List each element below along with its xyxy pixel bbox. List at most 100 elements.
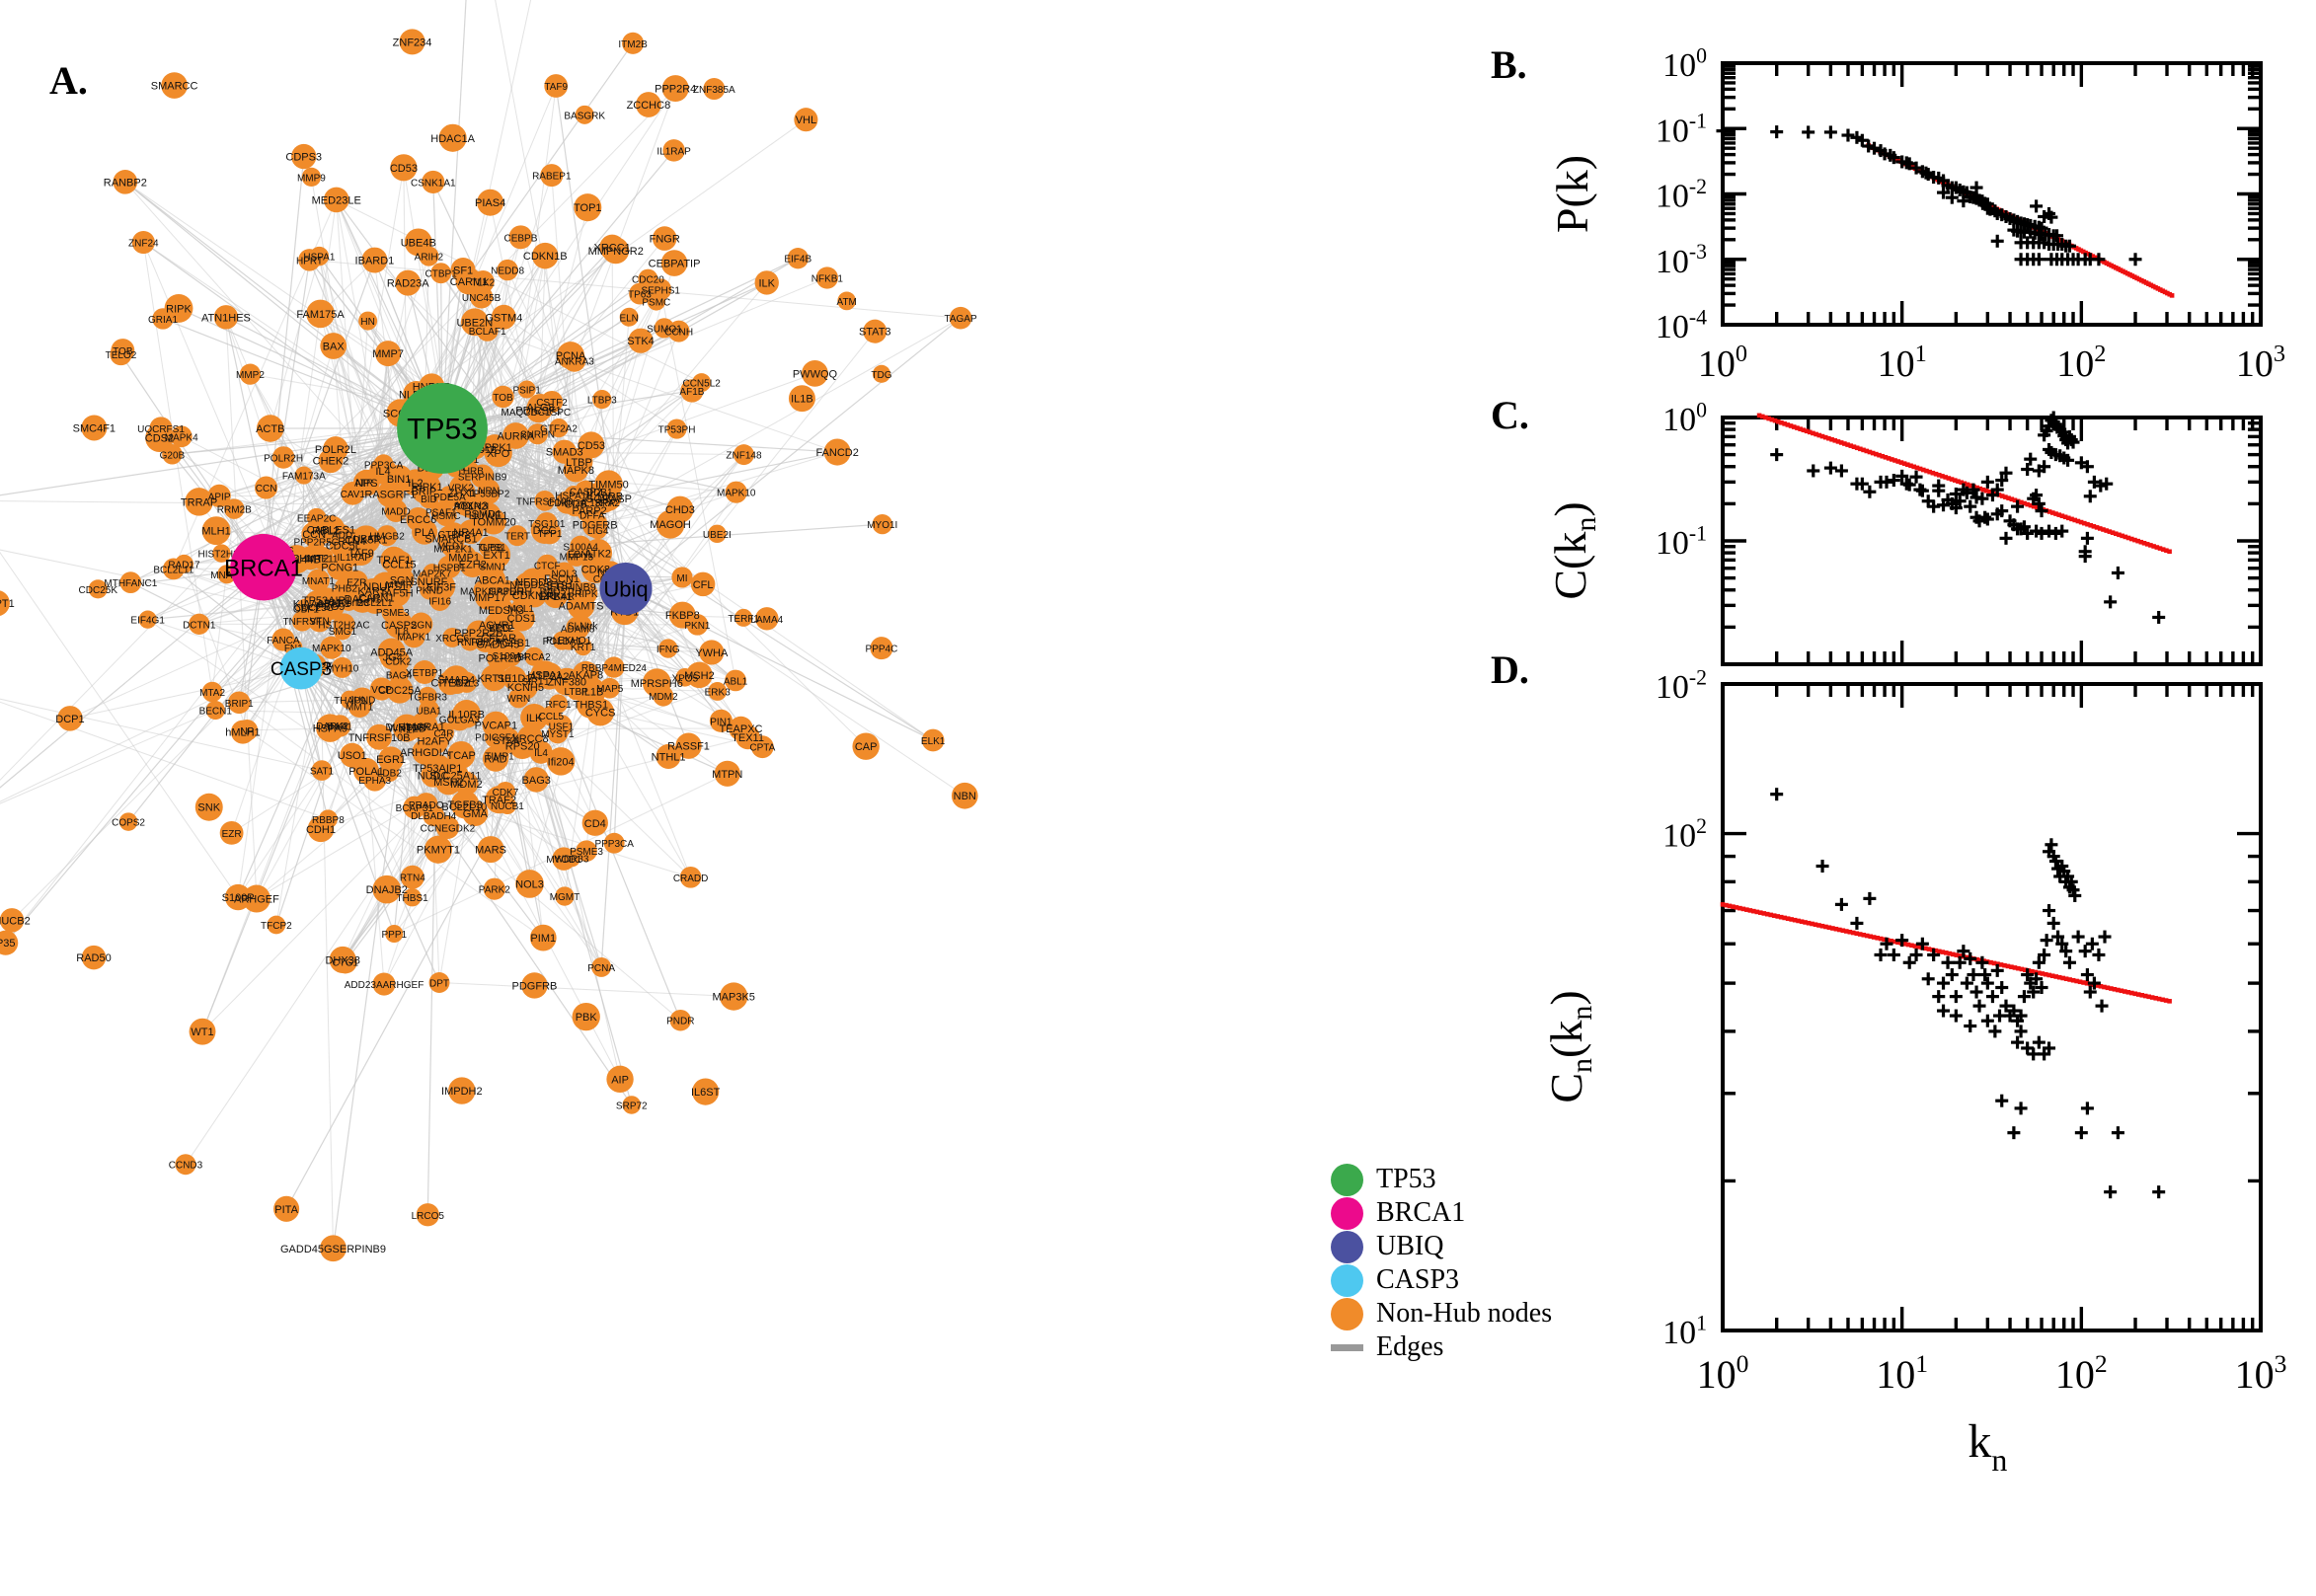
node-label: RTN4 bbox=[400, 874, 425, 884]
node-label: NR4A1 bbox=[453, 527, 488, 539]
axis-tick-label: 103 bbox=[2235, 1349, 2287, 1397]
node-label: IL8 bbox=[395, 626, 409, 637]
node-label: PPP2R4 bbox=[655, 84, 696, 96]
node-label: RASSF1 bbox=[667, 741, 710, 753]
node-label: TRRAP bbox=[181, 496, 217, 508]
node-label: ACTB bbox=[256, 423, 284, 435]
network-graph: ARL3TAF9GMAALG8MAGOHCCT4ADHX38TP53AIP1RN… bbox=[0, 0, 1461, 1591]
node-label: PKMYT1 bbox=[417, 845, 460, 857]
node-label: JUND bbox=[349, 695, 376, 706]
axis-tick-label: 102 bbox=[1662, 814, 1707, 855]
node-label: CDKN1B bbox=[523, 251, 568, 263]
node-label: POLA1 bbox=[348, 766, 383, 778]
node-label: GSPT1 bbox=[0, 598, 15, 610]
axis-tick-label: 103 bbox=[2236, 341, 2285, 385]
node-label: RANBP2 bbox=[104, 177, 147, 189]
axis-tick-label: 100 bbox=[1662, 43, 1707, 84]
node-label: ZHX1 bbox=[448, 488, 476, 499]
hub-label-tp53: TP53 bbox=[407, 414, 478, 446]
node-label: FNGR bbox=[650, 234, 680, 246]
node-label: MMP9 bbox=[297, 173, 326, 184]
axis-tick-label: 102 bbox=[2056, 341, 2106, 385]
node-label: TERF1 bbox=[728, 614, 759, 625]
node-label: MARS bbox=[475, 845, 506, 857]
node-label: AURKA bbox=[497, 430, 535, 442]
hub-label-casp3: CASP3 bbox=[270, 659, 332, 680]
node-label: MED1 bbox=[437, 541, 465, 552]
plot-frame bbox=[1723, 63, 2261, 325]
node-label: TAGAP bbox=[944, 314, 976, 325]
node-label: TDG bbox=[871, 370, 891, 381]
node-label: MI bbox=[676, 573, 687, 584]
panel-c-ylabel: C(kn) bbox=[1545, 501, 1602, 599]
node-label: RAD50 bbox=[76, 952, 111, 964]
node-label: TRAF1 bbox=[376, 555, 411, 567]
legend-row: BRCA1 bbox=[1331, 1196, 1479, 1230]
node-label: SNK bbox=[197, 802, 220, 814]
node-label: PRADO bbox=[409, 800, 444, 811]
node-label: MMPNGR2 bbox=[588, 246, 644, 258]
node-label: PDGFRB bbox=[511, 980, 557, 992]
legend-label: CASP3 bbox=[1376, 1264, 1459, 1296]
node-label: CSNK1A1 bbox=[411, 178, 456, 189]
node-label: PIN1 bbox=[710, 717, 733, 727]
node-label: ERCC6 bbox=[400, 514, 436, 526]
node-label: ABCA1 bbox=[475, 575, 510, 587]
axis-tick-label: 10-3 bbox=[1656, 240, 1707, 280]
node-label: XPO5 bbox=[671, 673, 698, 684]
node-label: SIRT1 bbox=[521, 677, 550, 688]
node-label: TCAP bbox=[446, 750, 475, 762]
network-panel: A. ARL3TAF9GMAALG8MAGOHCCT4ADHX38TP53AIP… bbox=[0, 0, 1461, 1591]
node-label: PCNA bbox=[556, 350, 586, 362]
axis-tick-label: 100 bbox=[1698, 341, 1747, 385]
node-label: PDICSF1 bbox=[475, 732, 517, 743]
node-label: MGMT bbox=[550, 892, 580, 903]
node-label: VHL bbox=[796, 114, 816, 126]
node-label: G20B bbox=[160, 450, 186, 461]
node-label: CEBPATIP bbox=[649, 259, 701, 270]
node-label: MMP2 bbox=[236, 370, 265, 381]
node-label: MMP7 bbox=[372, 348, 404, 360]
node-label: ZNF385A bbox=[693, 85, 735, 96]
node-label: NUCB2 bbox=[0, 915, 31, 927]
node-label: PKND bbox=[416, 585, 443, 596]
node-label: IL6ST bbox=[691, 1087, 721, 1099]
node-label: PWWQQ bbox=[793, 368, 838, 380]
node-label: SGN bbox=[411, 620, 432, 631]
node-label: WNT2B bbox=[388, 723, 426, 735]
node-label: CTBP1 bbox=[425, 269, 458, 280]
node-label: ZCCHC8 bbox=[627, 100, 671, 112]
node-label: MTPN bbox=[712, 769, 742, 781]
node-label: RNF8 bbox=[457, 638, 484, 648]
node-label: FANCD2 bbox=[815, 447, 858, 459]
node-label: TOP1 bbox=[574, 202, 602, 214]
node-label: UNC45B bbox=[462, 293, 502, 304]
node-label: POLR2H bbox=[264, 453, 303, 464]
legend-row: Non-Hub nodes bbox=[1331, 1297, 1479, 1330]
node-label: FAM175A bbox=[296, 309, 345, 321]
panel-letter-d: D. bbox=[1491, 646, 1529, 693]
legend-row: Edges bbox=[1331, 1330, 1479, 1364]
node-label: DPT bbox=[429, 979, 449, 990]
node-label: WRN bbox=[506, 694, 530, 705]
node-label: PVCAP1 bbox=[475, 720, 517, 731]
node-label: IFNG bbox=[656, 645, 680, 655]
node-label: H2AFY bbox=[418, 735, 453, 747]
node-label: SRP72 bbox=[616, 1101, 648, 1111]
legend-row: TP53 bbox=[1331, 1163, 1479, 1196]
node-label: RABEP1 bbox=[532, 172, 572, 183]
axis-tick-label: 10-2 bbox=[1656, 175, 1707, 215]
node-label: CHD3 bbox=[665, 504, 695, 516]
node-label: EEAP2C bbox=[297, 514, 336, 525]
node-label: NEDD2 bbox=[510, 580, 544, 591]
node-label: PSME3 bbox=[570, 847, 603, 858]
node-label: TOMM20 bbox=[471, 516, 516, 528]
node-label: HN bbox=[360, 317, 374, 328]
node-label: ZNF148 bbox=[726, 451, 762, 462]
node-label: AIP bbox=[611, 1074, 629, 1086]
node-label: ITM2B bbox=[618, 39, 648, 50]
